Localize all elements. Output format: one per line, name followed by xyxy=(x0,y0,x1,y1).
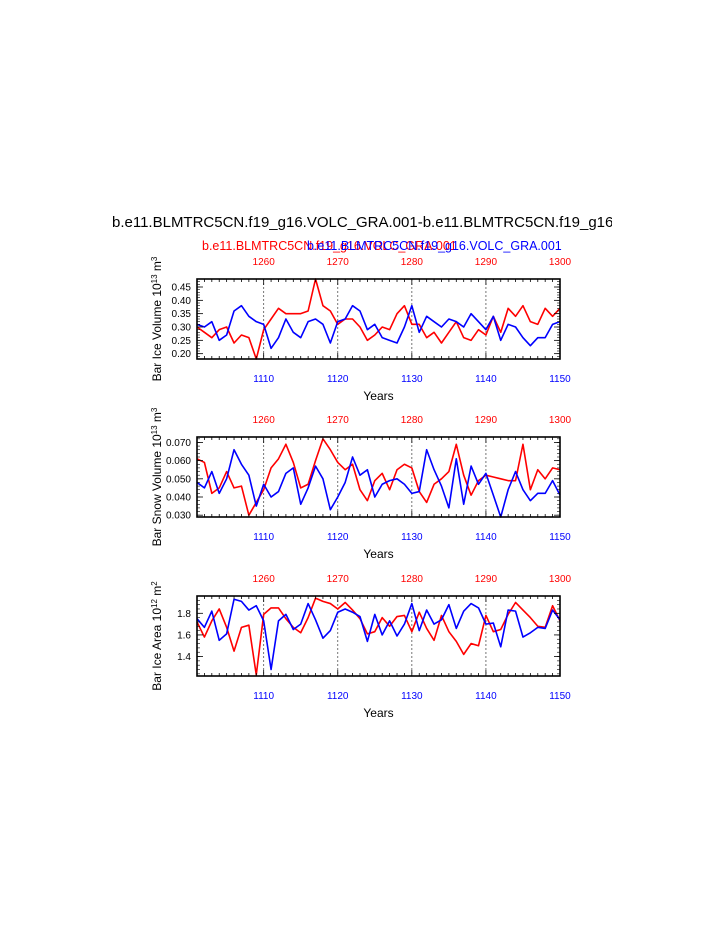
y-axis-label-part: 3 xyxy=(150,407,159,412)
subtitle-blue: b.e11.BLMTRC5CN.f19_g16.VOLC_GRA.001 xyxy=(307,239,562,253)
y-axis-label-part: 3 xyxy=(150,256,159,261)
y-tick-label: 0.35 xyxy=(172,309,192,320)
top-tick-label: 1270 xyxy=(327,415,350,426)
bottom-tick-label: 1140 xyxy=(475,691,497,702)
y-axis-label-part: 2 xyxy=(150,581,159,586)
x-axis-label: Years xyxy=(363,547,393,561)
y-axis-label: Bar Ice Area 1012 m2 xyxy=(150,581,165,691)
bottom-tick-label: 1130 xyxy=(401,374,423,385)
y-tick-label: 0.40 xyxy=(172,296,192,307)
y-tick-label: 0.25 xyxy=(172,336,192,347)
bottom-tick-label: 1110 xyxy=(253,691,274,702)
bottom-tick-label: 1130 xyxy=(401,691,423,702)
top-tick-label: 1260 xyxy=(253,415,276,426)
y-tick-label: 1.8 xyxy=(177,609,191,620)
red-series-line xyxy=(196,597,561,676)
bottom-tick-label: 1120 xyxy=(327,691,349,702)
top-tick-label: 1290 xyxy=(475,415,498,426)
y-tick-label: 0.20 xyxy=(172,349,192,360)
top-tick-label: 1260 xyxy=(253,574,276,585)
y-tick-label: 0.030 xyxy=(166,511,191,522)
chart-panel-2: 0.030 0.040 0.050 0.060 0.070 1110 1120 1130 114… xyxy=(150,407,572,561)
y-axis-label-part: Bar Snow Volume 10 xyxy=(150,434,164,546)
bottom-tick-label: 1110 xyxy=(253,374,274,385)
y-axis-label-part: m xyxy=(150,261,164,274)
top-tick-label: 1300 xyxy=(549,574,572,585)
x-axis-label: Years xyxy=(363,389,393,403)
bottom-tick-label: 1150 xyxy=(549,532,571,543)
y-axis-label-part: Bar Ice Volume 10 xyxy=(150,283,164,381)
top-tick-label: 1270 xyxy=(327,257,350,268)
red-series-line xyxy=(196,438,561,516)
plot-frame xyxy=(196,436,561,518)
top-tick-label: 1280 xyxy=(401,415,424,426)
top-tick-label: 1260 xyxy=(253,257,276,268)
bottom-tick-label: 1120 xyxy=(327,532,349,543)
y-axis-label-part: m xyxy=(150,586,164,599)
subtitle-red: b.e11.BLMTRC5CN.f19_g16.VOLC_GRA.001 xyxy=(202,239,457,253)
blue-series-line xyxy=(196,598,561,671)
y-tick-label: 0.050 xyxy=(166,474,191,485)
top-tick-label: 1280 xyxy=(401,574,424,585)
y-tick-label: 1.4 xyxy=(177,652,191,663)
y-tick-label: 0.060 xyxy=(166,456,191,467)
y-axis-label-part: 12 xyxy=(150,599,159,608)
y-tick-label: 0.070 xyxy=(166,438,191,449)
bottom-tick-label: 1110 xyxy=(253,532,274,543)
y-axis-label-part: m xyxy=(150,412,164,425)
y-axis-label-part: 13 xyxy=(150,274,159,283)
bottom-tick-label: 1120 xyxy=(327,374,349,385)
top-tick-label: 1300 xyxy=(549,415,572,426)
chart-panel-3: 1.4 1.6 1.8 1110 1120 1130 1140 1150 1260 1270 128… xyxy=(150,574,572,720)
blue-series-line xyxy=(196,304,561,350)
y-axis-label: Bar Ice Volume 1013 m3 xyxy=(150,256,165,381)
page-title: b.e11.BLMTRC5CN.f19_g16.VOLC_GRA.001-b.e… xyxy=(112,214,612,231)
x-axis-label: Years xyxy=(363,706,393,720)
y-tick-label: 0.45 xyxy=(172,283,192,294)
y-tick-label: 1.6 xyxy=(177,630,191,641)
y-axis-label-part: 13 xyxy=(150,425,159,434)
top-tick-label: 1270 xyxy=(327,574,350,585)
chart-panel-1: 0.20 0.25 0.30 0.35 0.40 0.45 1110 1120 1130 1140… xyxy=(150,256,572,403)
bottom-tick-label: 1150 xyxy=(549,374,571,385)
y-axis-label: Bar Snow Volume 1013 m3 xyxy=(150,407,165,546)
y-tick-label: 0.040 xyxy=(166,493,191,504)
bottom-tick-label: 1130 xyxy=(401,532,423,543)
top-tick-label: 1300 xyxy=(549,257,572,268)
top-tick-label: 1280 xyxy=(401,257,424,268)
top-tick-label: 1290 xyxy=(475,257,498,268)
bottom-tick-label: 1140 xyxy=(475,374,497,385)
blue-series-line xyxy=(196,448,561,518)
bottom-tick-label: 1150 xyxy=(549,691,571,702)
bottom-tick-label: 1140 xyxy=(475,532,497,543)
plot-frame xyxy=(196,595,561,677)
y-tick-label: 0.30 xyxy=(172,323,192,334)
y-axis-label-part: Bar Ice Area 10 xyxy=(150,608,164,691)
top-tick-label: 1290 xyxy=(475,574,498,585)
